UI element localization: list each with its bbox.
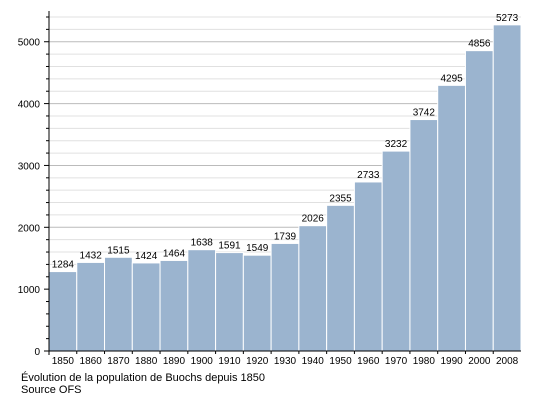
y-tick-label: 0 xyxy=(34,347,40,358)
data-label-1980: 3742 xyxy=(413,108,436,119)
bar-2000 xyxy=(464,50,494,352)
data-label-1900: 1638 xyxy=(191,238,214,249)
data-label-2008: 5273 xyxy=(496,13,519,24)
data-label-1940: 2026 xyxy=(302,214,325,225)
x-tick-label-1870: 1870 xyxy=(107,356,130,367)
x-tick-label-1970: 1970 xyxy=(385,356,408,367)
data-label-1870: 1515 xyxy=(107,245,130,256)
x-tick-label-1900: 1900 xyxy=(191,356,214,367)
x-tick-label-1960: 1960 xyxy=(357,356,380,367)
labels: 1284 1432 1515 1424 1464 1638 1591 1549 1739 2026… xyxy=(52,13,519,271)
data-label-1950: 2355 xyxy=(329,193,352,204)
x-tick-label-1860: 1860 xyxy=(80,356,103,367)
bar-1950 xyxy=(326,204,355,352)
bar-1850 xyxy=(48,271,78,352)
bar-1880 xyxy=(131,262,161,352)
x-tick-label-1850: 1850 xyxy=(52,356,75,367)
bars xyxy=(48,24,522,352)
data-label-1970: 3232 xyxy=(385,139,408,150)
y-tick-label: 5000 xyxy=(18,38,41,49)
bar-1970 xyxy=(381,150,411,352)
bar-1960 xyxy=(353,181,383,352)
bar-1860 xyxy=(76,261,106,352)
data-label-1880: 1424 xyxy=(135,251,158,262)
x-tick-label-2000: 2000 xyxy=(468,356,491,367)
data-label-1910: 1591 xyxy=(218,241,241,252)
x-tick-label-1880: 1880 xyxy=(135,356,158,367)
bar-1930 xyxy=(270,242,300,352)
data-label-1960: 2733 xyxy=(357,170,380,181)
data-label-1890: 1464 xyxy=(163,248,186,259)
x-tick-label-1990: 1990 xyxy=(440,356,463,367)
bar-1900 xyxy=(187,249,217,352)
data-label-2000: 4856 xyxy=(468,39,491,50)
x-tick-label-1950: 1950 xyxy=(329,356,352,367)
data-label-1850: 1284 xyxy=(52,260,75,271)
y-tick-label: 3000 xyxy=(18,161,41,172)
bar-2008 xyxy=(492,24,522,352)
y-tick-label: 1000 xyxy=(18,285,41,296)
x-tick-label-1920: 1920 xyxy=(246,356,269,367)
data-label-1920: 1549 xyxy=(246,243,269,254)
data-label-1990: 4295 xyxy=(440,73,463,84)
y-tick-label: 2000 xyxy=(18,223,41,234)
y-tick-label: 4000 xyxy=(18,100,41,111)
bar-1910 xyxy=(215,252,244,352)
caption-title: Évolution de la population de Buochs dep… xyxy=(21,372,266,384)
x-tick-label-1930: 1930 xyxy=(274,356,297,367)
bar-1890 xyxy=(159,259,189,352)
x-tick-label-2008: 2008 xyxy=(496,356,519,367)
x-tick-label-1910: 1910 xyxy=(218,356,241,367)
data-label-1930: 1739 xyxy=(274,231,297,242)
bar-1940 xyxy=(298,225,328,352)
axes: 0 1000 2000 3000 4000 5000 1850 1860 1870 1880 189… xyxy=(18,11,521,367)
x-tick-label-1980: 1980 xyxy=(413,356,436,367)
caption-source: Source OFS xyxy=(21,384,82,396)
bar-1990 xyxy=(437,84,466,352)
x-tick-label-1890: 1890 xyxy=(163,356,186,367)
bar-1920 xyxy=(242,254,272,352)
bar-1870 xyxy=(104,256,133,352)
bar-1980 xyxy=(409,119,439,352)
x-tick-label-1940: 1940 xyxy=(302,356,325,367)
data-label-1860: 1432 xyxy=(80,250,103,261)
